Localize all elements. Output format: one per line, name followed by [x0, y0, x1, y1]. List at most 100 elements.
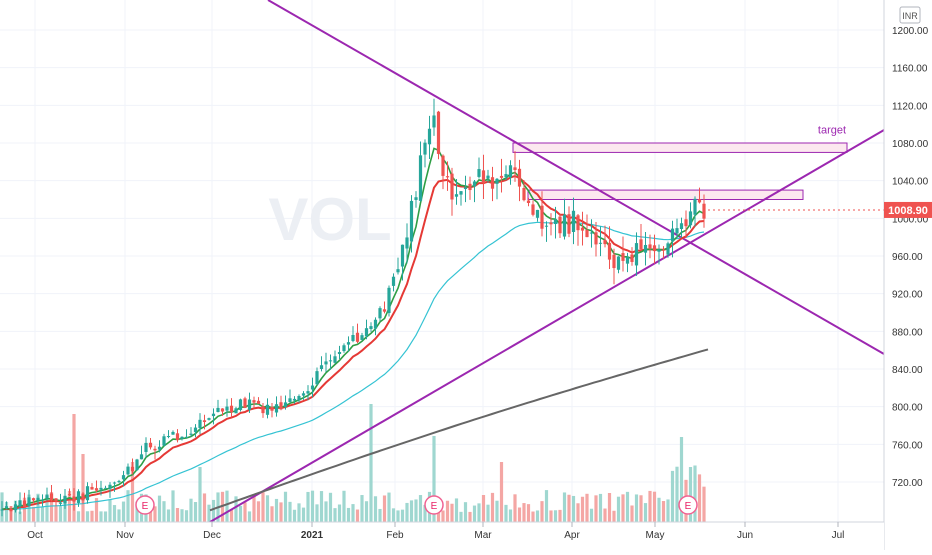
candle-body — [697, 199, 702, 203]
candle-body — [63, 495, 67, 504]
candle-body — [693, 198, 697, 215]
grid — [0, 0, 884, 522]
volume-bar — [481, 495, 486, 522]
candle-body — [571, 210, 576, 232]
candle-body — [621, 253, 625, 261]
volume-bar — [702, 486, 706, 522]
volume-bar — [198, 467, 202, 522]
candle-body — [36, 497, 40, 501]
candle-body — [319, 365, 324, 370]
candle-body — [612, 254, 616, 269]
candle-body — [216, 407, 220, 412]
candle-body — [369, 326, 373, 329]
candle-body — [472, 181, 477, 187]
candle-body — [90, 486, 94, 490]
earnings-marker[interactable]: E — [678, 495, 698, 515]
candle-body — [441, 155, 445, 176]
volume-bar — [495, 500, 499, 522]
volume-bar — [477, 503, 481, 522]
volume-bar — [387, 492, 391, 522]
volume-bar — [504, 504, 508, 522]
candle-body — [477, 169, 481, 177]
volume-bar — [333, 508, 337, 522]
volume-bar — [436, 507, 441, 522]
candle-body — [432, 115, 436, 128]
volume-bar — [166, 509, 171, 522]
volume-bar — [526, 504, 531, 522]
candle-body — [342, 345, 346, 352]
candle-body — [445, 176, 450, 178]
candle-body — [531, 204, 535, 215]
volume-bar — [450, 503, 454, 522]
volume-bar — [40, 507, 45, 522]
volume-bar — [679, 437, 684, 522]
candle-body — [202, 420, 207, 423]
volume-bar — [490, 492, 495, 522]
volume-bar — [310, 490, 315, 522]
candle-body — [427, 128, 432, 145]
volume-bar — [67, 490, 72, 522]
candle-body — [184, 436, 189, 438]
candle-body — [121, 475, 126, 480]
volume-bar — [558, 509, 562, 522]
volume-bar — [364, 501, 369, 522]
candle-body — [598, 242, 603, 244]
candle-body — [346, 342, 351, 345]
candle-body — [238, 399, 243, 410]
candle-body — [675, 228, 679, 234]
candle-body — [558, 216, 562, 234]
candle-body — [405, 237, 409, 249]
candle-body — [49, 493, 54, 501]
candles — [0, 98, 706, 521]
volume-bar — [22, 497, 27, 522]
candle-body — [504, 174, 508, 178]
y-tick-label: 1160.00 — [892, 64, 928, 75]
candle-body — [589, 232, 594, 234]
volume-bar — [369, 404, 373, 522]
x-tick-label: 2021 — [301, 530, 324, 541]
candle-body — [9, 508, 13, 512]
candle-body — [535, 209, 540, 218]
earnings-marker[interactable]: E — [424, 495, 444, 515]
candle-body — [189, 433, 193, 435]
volume-bar — [432, 436, 436, 522]
currency-badge[interactable]: INR — [902, 11, 918, 21]
volume-bar — [544, 490, 549, 522]
trendlines[interactable] — [209, 0, 885, 523]
earnings-marker[interactable]: E — [135, 495, 155, 515]
volume-bar — [607, 493, 612, 522]
volume-bar — [108, 499, 112, 522]
candle-body — [364, 328, 369, 337]
volume-bar — [126, 490, 130, 522]
candle-body — [360, 335, 364, 340]
candle-body — [666, 243, 670, 255]
resistance-zones[interactable]: target — [512, 125, 848, 200]
ma-gray-line — [209, 348, 709, 512]
volume-bar — [441, 510, 445, 522]
volume-bar — [585, 493, 589, 522]
volume-bar — [445, 500, 450, 522]
target-label: target — [818, 125, 846, 137]
y-tick-label: 1040.00 — [892, 177, 929, 188]
volume-bar — [162, 501, 166, 522]
candle-body — [423, 142, 427, 155]
candle-body — [549, 222, 553, 225]
descending-trendline — [267, 0, 885, 355]
candle-body — [481, 170, 486, 184]
volume-bar — [292, 509, 297, 522]
candle-body — [18, 500, 22, 507]
y-tick-label: 800.00 — [892, 403, 923, 414]
candle-body — [459, 191, 463, 195]
candle-body — [639, 239, 643, 250]
volume-bar — [135, 501, 139, 522]
candle-body — [297, 396, 301, 401]
x-tick-label: Apr — [564, 530, 580, 541]
volume-bar — [252, 496, 256, 522]
candle-body — [148, 442, 153, 448]
volume-bar — [553, 510, 558, 522]
volume-bar — [324, 501, 328, 522]
candle-body — [396, 269, 400, 273]
